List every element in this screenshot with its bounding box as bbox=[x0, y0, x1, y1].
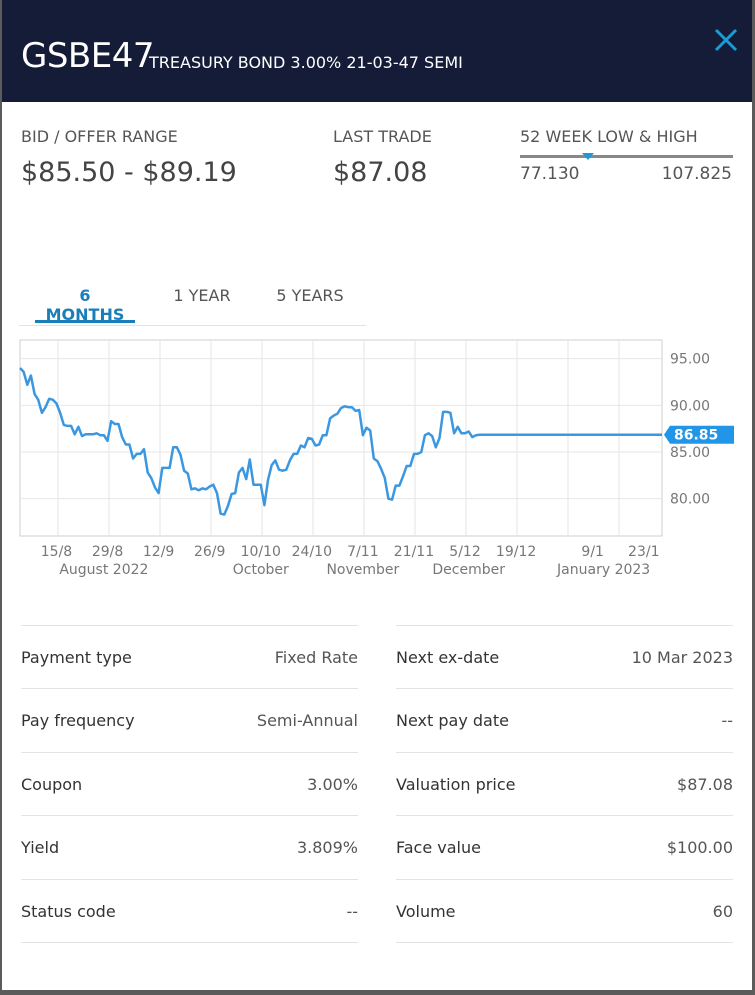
period-tabs: 6 MONTHS 1 YEAR 5 YEARS bbox=[19, 270, 366, 326]
detail-value: $87.08 bbox=[677, 775, 733, 794]
week52-range-bar bbox=[520, 155, 733, 158]
x-tick-label: 9/1 bbox=[581, 544, 604, 560]
y-tick-label: 85.00 bbox=[670, 445, 710, 461]
last-trade-value: $87.08 bbox=[333, 157, 428, 188]
detail-value: Semi-Annual bbox=[256, 711, 358, 730]
modal-header: GSBE47 TREASURY BOND 3.00% 21-03-47 SEMI bbox=[2, 0, 752, 102]
last-value-label: 86.85 bbox=[674, 428, 718, 444]
detail-row-face-value: Face value $100.00 bbox=[396, 815, 733, 879]
tab-6-months[interactable]: 6 MONTHS bbox=[45, 286, 125, 324]
detail-value: 60 bbox=[712, 902, 733, 921]
price-chart: 95.00 90.00 85.00 80.00 15/8 29/8 12/9 26/9 10/1… bbox=[19, 339, 734, 578]
detail-value: -- bbox=[721, 711, 733, 730]
month-label: November bbox=[326, 562, 399, 578]
bid-offer-label: BID / OFFER RANGE bbox=[21, 127, 178, 146]
month-label: January 2023 bbox=[556, 562, 650, 578]
bond-name: TREASURY BOND 3.00% 21-03-47 SEMI bbox=[149, 53, 463, 72]
tab-1-year[interactable]: 1 YEAR bbox=[173, 286, 231, 305]
y-tick-label: 90.00 bbox=[670, 398, 710, 414]
divider bbox=[396, 942, 733, 943]
detail-value: 3.00% bbox=[307, 775, 358, 794]
x-tick-label: 7/11 bbox=[347, 544, 378, 560]
tab-5-years[interactable]: 5 YEARS bbox=[276, 286, 344, 305]
last-value-tag bbox=[664, 425, 734, 444]
divider bbox=[21, 942, 358, 943]
x-tick-label: 26/9 bbox=[194, 544, 225, 560]
detail-row-next-ex-date: Next ex-date 10 Mar 2023 bbox=[396, 625, 733, 689]
detail-label: Next pay date bbox=[396, 711, 509, 730]
x-tick-label: 15/8 bbox=[41, 544, 72, 560]
x-tick-label: 21/11 bbox=[394, 544, 434, 560]
x-tick-label: 12/9 bbox=[143, 544, 174, 560]
x-tick-label: 23/1 bbox=[628, 544, 659, 560]
bid-offer-value: $85.50 - $89.19 bbox=[21, 157, 237, 188]
detail-value: -- bbox=[346, 902, 358, 921]
month-label: October bbox=[233, 562, 289, 578]
detail-row-valuation-price: Valuation price $87.08 bbox=[396, 752, 733, 816]
detail-label: Valuation price bbox=[396, 775, 516, 794]
detail-row-volume: Volume 60 bbox=[396, 879, 733, 943]
detail-row-status-code: Status code -- bbox=[21, 879, 358, 943]
x-tick-label: 19/12 bbox=[496, 544, 536, 560]
week52-label: 52 WEEK LOW & HIGH bbox=[520, 127, 698, 146]
active-tab-underline bbox=[35, 320, 135, 323]
last-trade-label: LAST TRADE bbox=[333, 127, 432, 146]
detail-label: Volume bbox=[396, 902, 456, 921]
detail-row-yield: Yield 3.809% bbox=[21, 815, 358, 879]
x-tick-label: 10/10 bbox=[241, 544, 281, 560]
detail-row-payment-type: Payment type Fixed Rate bbox=[21, 625, 358, 689]
detail-value: 10 Mar 2023 bbox=[631, 648, 733, 667]
detail-row-next-pay-date: Next pay date -- bbox=[396, 688, 733, 752]
month-label: December bbox=[432, 562, 505, 578]
detail-value: Fixed Rate bbox=[274, 648, 358, 667]
week52-marker-icon bbox=[582, 153, 595, 160]
y-tick-label: 95.00 bbox=[670, 352, 710, 368]
detail-label: Face value bbox=[396, 838, 481, 857]
detail-label: Next ex-date bbox=[396, 648, 500, 667]
x-tick-label: 29/8 bbox=[92, 544, 123, 560]
week52-low: 77.130 bbox=[520, 164, 580, 184]
price-series-line bbox=[19, 367, 662, 516]
detail-row-coupon: Coupon 3.00% bbox=[21, 752, 358, 816]
plot-area bbox=[19, 339, 663, 537]
month-label: August 2022 bbox=[59, 562, 148, 578]
x-tick-label: 24/10 bbox=[292, 544, 332, 560]
detail-label: Payment type bbox=[21, 648, 132, 667]
detail-label: Status code bbox=[21, 902, 116, 921]
close-icon[interactable] bbox=[712, 26, 740, 54]
detail-label: Pay frequency bbox=[21, 711, 135, 730]
detail-label: Coupon bbox=[21, 775, 83, 794]
detail-label: Yield bbox=[21, 838, 60, 857]
x-tick-label: 5/12 bbox=[449, 544, 480, 560]
detail-value: $100.00 bbox=[666, 838, 733, 857]
week52-high: 107.825 bbox=[661, 164, 732, 184]
bond-ticker: GSBE47 bbox=[21, 36, 155, 76]
detail-row-pay-frequency: Pay frequency Semi-Annual bbox=[21, 688, 358, 752]
detail-value: 3.809% bbox=[296, 838, 358, 857]
y-tick-label: 80.00 bbox=[670, 492, 710, 508]
